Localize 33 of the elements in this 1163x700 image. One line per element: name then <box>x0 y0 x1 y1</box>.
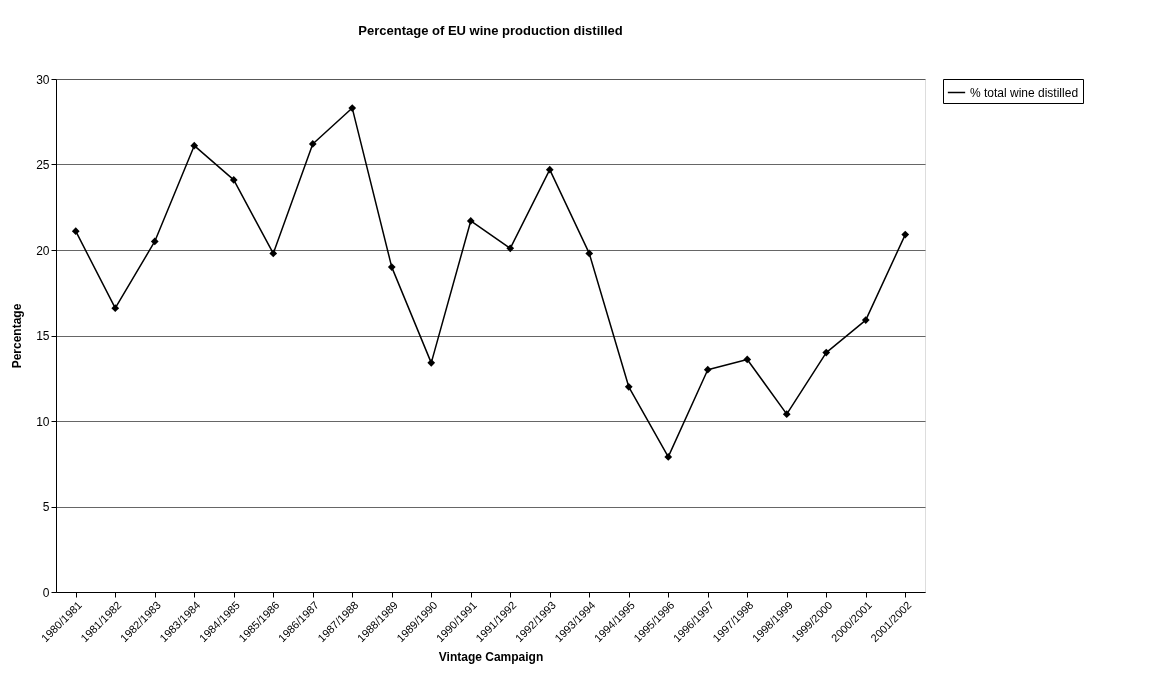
legend-label: % total wine distilled <box>970 85 1079 100</box>
y-tick-label: 20 <box>36 243 50 258</box>
point <box>348 104 357 112</box>
y-tick-label: 15 <box>36 329 50 343</box>
point <box>545 165 554 174</box>
point <box>71 227 80 236</box>
point <box>190 141 199 150</box>
point <box>822 348 831 357</box>
point <box>150 237 159 246</box>
point <box>466 217 475 225</box>
point <box>269 249 278 258</box>
point <box>782 410 791 419</box>
y-tick-label: 5 <box>42 500 50 514</box>
point <box>664 453 673 461</box>
point <box>229 176 238 184</box>
point <box>308 140 317 148</box>
y-tick-label: 30 <box>36 72 50 87</box>
y-tick-label: 10 <box>36 414 50 429</box>
point <box>387 263 396 271</box>
point <box>427 358 436 367</box>
y-axis-title: Percentage <box>10 303 25 369</box>
y-tick-label: 25 <box>36 158 50 172</box>
point <box>861 316 870 324</box>
point <box>624 382 633 391</box>
point <box>901 230 910 239</box>
point <box>111 304 120 313</box>
point <box>743 355 752 364</box>
point <box>506 244 515 253</box>
point <box>703 365 712 374</box>
x-axis-title: Vintage Campaign <box>438 650 544 665</box>
chart-title: Percentage of EU wine production distilled <box>358 23 623 38</box>
point <box>585 249 594 258</box>
y-tick-label: 0 <box>42 585 50 600</box>
